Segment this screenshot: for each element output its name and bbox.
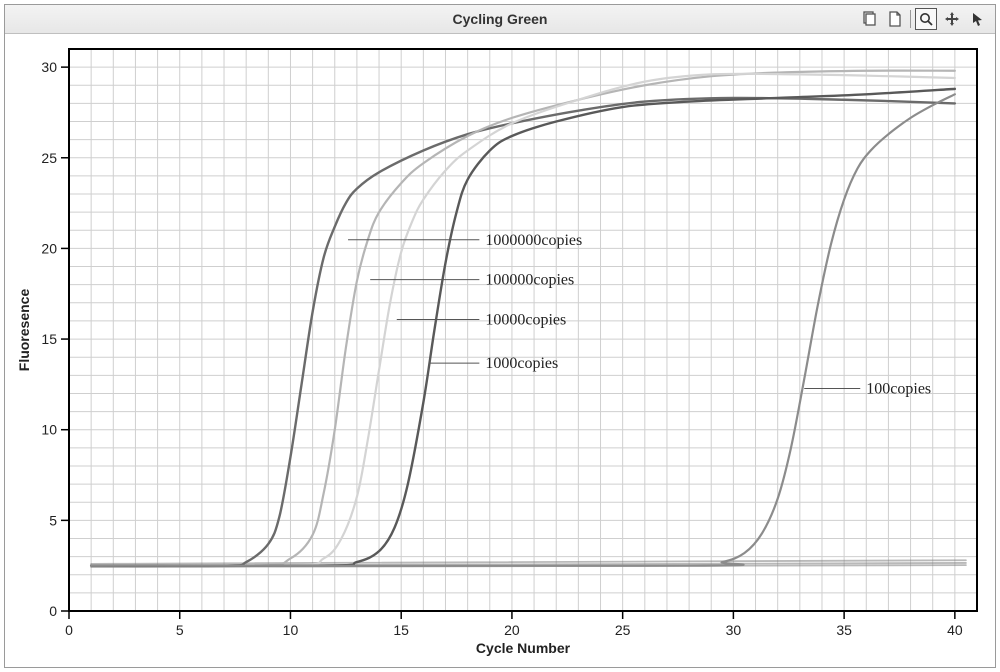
svg-text:25: 25 xyxy=(615,622,631,638)
svg-text:35: 35 xyxy=(836,622,852,638)
series-label: 10000copies xyxy=(485,312,566,329)
svg-text:15: 15 xyxy=(393,622,409,638)
series-label: 100000copies xyxy=(485,272,574,289)
svg-text:20: 20 xyxy=(504,622,520,638)
svg-text:20: 20 xyxy=(41,240,57,256)
plot-area: 0 5 10 15 20 25 30 35 40 0 5 10 15 20 25 30 Cycle Number… xyxy=(11,39,989,661)
svg-text:10: 10 xyxy=(283,622,299,638)
toolbar xyxy=(858,7,989,31)
svg-text:Fluoresence: Fluoresence xyxy=(16,289,32,372)
chart-svg: 0 5 10 15 20 25 30 35 40 0 5 10 15 20 25 30 Cycle Number… xyxy=(11,39,989,661)
svg-text:Cycle Number: Cycle Number xyxy=(476,640,571,656)
svg-text:25: 25 xyxy=(41,150,57,166)
pan-icon[interactable] xyxy=(941,8,963,30)
svg-text:30: 30 xyxy=(41,59,57,75)
zoom-icon[interactable] xyxy=(915,8,937,30)
series-label: 1000copies xyxy=(485,355,558,372)
svg-text:15: 15 xyxy=(41,331,57,347)
chart-window: Cycling Green 0 5 10 15 20 25 30 35 40 0 5 10 15 20 25… xyxy=(4,4,996,668)
svg-text:0: 0 xyxy=(65,622,73,638)
cursor-icon[interactable] xyxy=(967,8,989,30)
svg-text:30: 30 xyxy=(726,622,742,638)
copy-icon[interactable] xyxy=(858,8,880,30)
svg-text:40: 40 xyxy=(947,622,963,638)
svg-text:10: 10 xyxy=(41,422,57,438)
series-label: 100copies xyxy=(866,380,931,397)
svg-text:5: 5 xyxy=(176,622,184,638)
page-icon[interactable] xyxy=(884,8,906,30)
titlebar: Cycling Green xyxy=(5,5,995,34)
toolbar-separator xyxy=(910,10,911,28)
window-title: Cycling Green xyxy=(5,5,995,33)
svg-text:5: 5 xyxy=(49,512,57,528)
series-label: 1000000copies xyxy=(485,232,582,249)
svg-text:0: 0 xyxy=(49,603,57,619)
